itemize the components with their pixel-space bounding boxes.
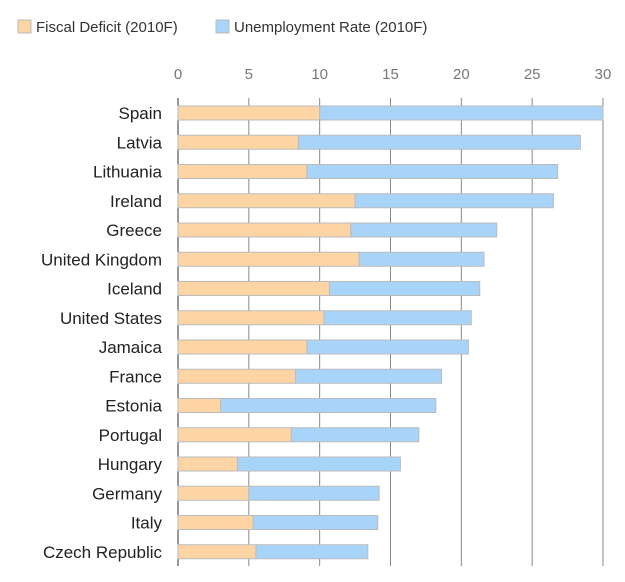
bar-unemployment-rate (306, 164, 559, 179)
bar-fiscal-deficit (177, 427, 292, 443)
bar-fiscal-deficit (177, 368, 297, 384)
legend-swatch (215, 19, 230, 34)
bar-unemployment-rate (329, 281, 481, 296)
bar-fiscal-deficit (177, 456, 238, 472)
legend-label: Unemployment Rate (2010F) (234, 19, 427, 36)
bar-unemployment-rate (252, 515, 379, 530)
bar-fiscal-deficit (177, 164, 308, 179)
bar-fiscal-deficit (177, 515, 254, 530)
bar-unemployment-rate (248, 485, 380, 501)
category-label: Italy (131, 514, 163, 533)
x-tick-label: 25 (524, 66, 541, 83)
bar-fiscal-deficit (177, 544, 257, 560)
x-tick-label: 30 (595, 66, 612, 83)
category-label: Lithuania (93, 163, 163, 182)
category-label: Portugal (99, 426, 162, 445)
x-tick-label: 5 (245, 66, 253, 83)
bar-unemployment-rate (354, 193, 554, 209)
bar-unemployment-rate (255, 544, 369, 560)
bar-fiscal-deficit (177, 222, 352, 238)
category-label: France (109, 367, 162, 386)
category-label: Ireland (110, 192, 162, 211)
category-label: Hungary (98, 455, 163, 474)
category-label: Czech Republic (43, 543, 163, 562)
category-label: United Kingdom (41, 250, 162, 269)
bar-fiscal-deficit (177, 281, 331, 296)
bar-unemployment-rate (297, 134, 581, 150)
category-label: Latvia (117, 133, 163, 152)
bar-fiscal-deficit (177, 193, 356, 209)
x-tick-label: 10 (311, 66, 328, 83)
bar-unemployment-rate (290, 427, 420, 443)
bar-fiscal-deficit (177, 105, 321, 121)
bar-unemployment-rate (350, 222, 498, 238)
category-label: Greece (106, 221, 162, 240)
bar-unemployment-rate (306, 339, 469, 355)
bar-fiscal-deficit (177, 251, 360, 267)
x-tick-label: 15 (382, 66, 399, 83)
legend-swatch (17, 19, 32, 34)
bar-fiscal-deficit (177, 398, 221, 413)
bar-fiscal-deficit (177, 339, 308, 355)
bar-unemployment-rate (295, 368, 443, 384)
category-label: Iceland (107, 280, 162, 299)
bar-unemployment-rate (323, 310, 472, 326)
x-tick-label: 20 (453, 66, 470, 83)
category-label: Estonia (105, 397, 162, 416)
category-label: Germany (92, 484, 162, 503)
bar-unemployment-rate (220, 398, 437, 413)
category-label: Spain (119, 104, 162, 123)
x-tick-label: 0 (174, 66, 182, 83)
category-label: Jamaica (99, 338, 163, 357)
bar-fiscal-deficit (177, 134, 299, 150)
bar-unemployment-rate (237, 456, 401, 472)
bar-unemployment-rate (319, 105, 604, 121)
bar-fiscal-deficit (177, 310, 325, 326)
bar-fiscal-deficit (177, 485, 250, 501)
category-label: United States (60, 309, 162, 328)
bar-unemployment-rate (358, 251, 485, 267)
legend-label: Fiscal Deficit (2010F) (36, 19, 178, 36)
